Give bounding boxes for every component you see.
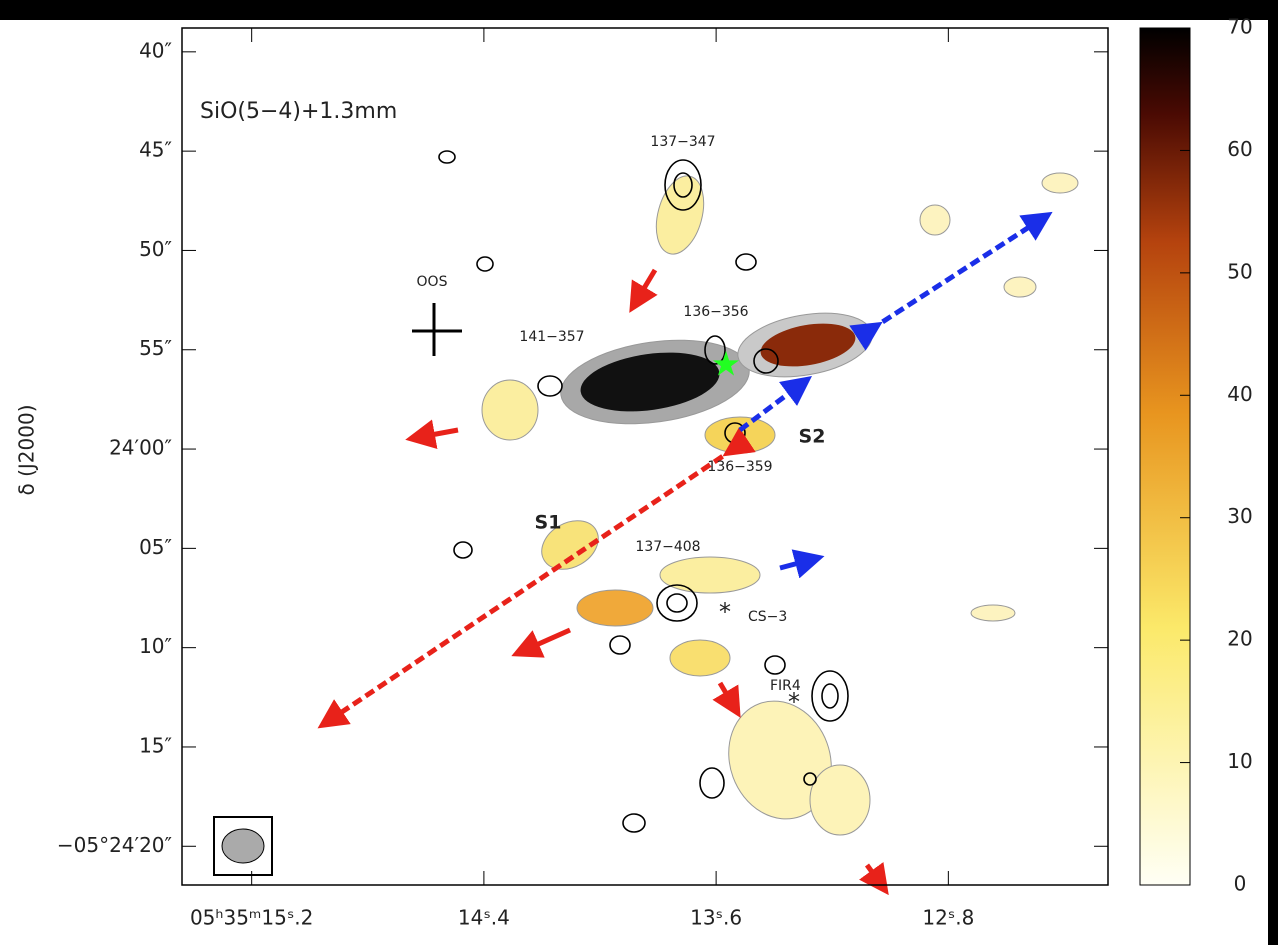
svg-text:★: ★	[711, 345, 741, 385]
y-tick-label: 40″	[139, 38, 172, 62]
x-tick-label: 12ˢ.8	[922, 906, 974, 930]
colorbar-label: 70	[1227, 15, 1252, 39]
annotation: 141−357	[519, 329, 584, 345]
colorbar-label: 20	[1227, 627, 1252, 651]
title: SiO(5−4)+1.3mm	[200, 99, 397, 124]
y-tick-label: 10″	[139, 634, 172, 658]
colorbar-label: 40	[1227, 382, 1252, 406]
annotation: OOS	[417, 274, 448, 290]
annotation: S2	[799, 426, 826, 448]
x-tick-label: 13ˢ.6	[690, 906, 742, 930]
y-tick-label: 45″	[139, 138, 172, 162]
background	[0, 20, 1268, 945]
colorbar-label: 0	[1234, 872, 1247, 896]
y-axis-label: δ (J2000)	[15, 405, 39, 496]
colorbar	[1140, 28, 1190, 885]
annotation: 136−359	[707, 459, 772, 475]
y-tick-label: −05°24′20″	[57, 833, 172, 857]
annotation: S1	[535, 512, 562, 534]
colorbar-label: 60	[1227, 137, 1252, 161]
y-tick-label: 24′00″	[109, 436, 172, 460]
y-tick-label: 50″	[139, 237, 172, 261]
colorbar-label: 50	[1227, 259, 1252, 283]
colorbar-label: 30	[1227, 504, 1252, 528]
figure: ★ * * SiO(5−4)+1.3mm δ (J2000) 05ʰ35ᵐ15ˢ…	[0, 0, 1278, 945]
colorbar-label: 10	[1227, 749, 1252, 773]
annotation: FIR4	[770, 678, 801, 694]
y-tick-label: 05″	[139, 535, 172, 559]
annotation: 136−356	[683, 304, 748, 320]
annotation: 137−408	[635, 539, 700, 555]
y-tick-label: 55″	[139, 336, 172, 360]
svg-text:*: *	[719, 598, 731, 626]
x-tick-label: 14ˢ.4	[458, 906, 510, 930]
x-tick-label: 05ʰ35ᵐ15ˢ.2	[190, 906, 313, 930]
annotation: 137−347	[650, 134, 715, 150]
y-tick-label: 15″	[139, 733, 172, 757]
annotation: CS−3	[748, 609, 787, 625]
beam	[222, 829, 264, 863]
